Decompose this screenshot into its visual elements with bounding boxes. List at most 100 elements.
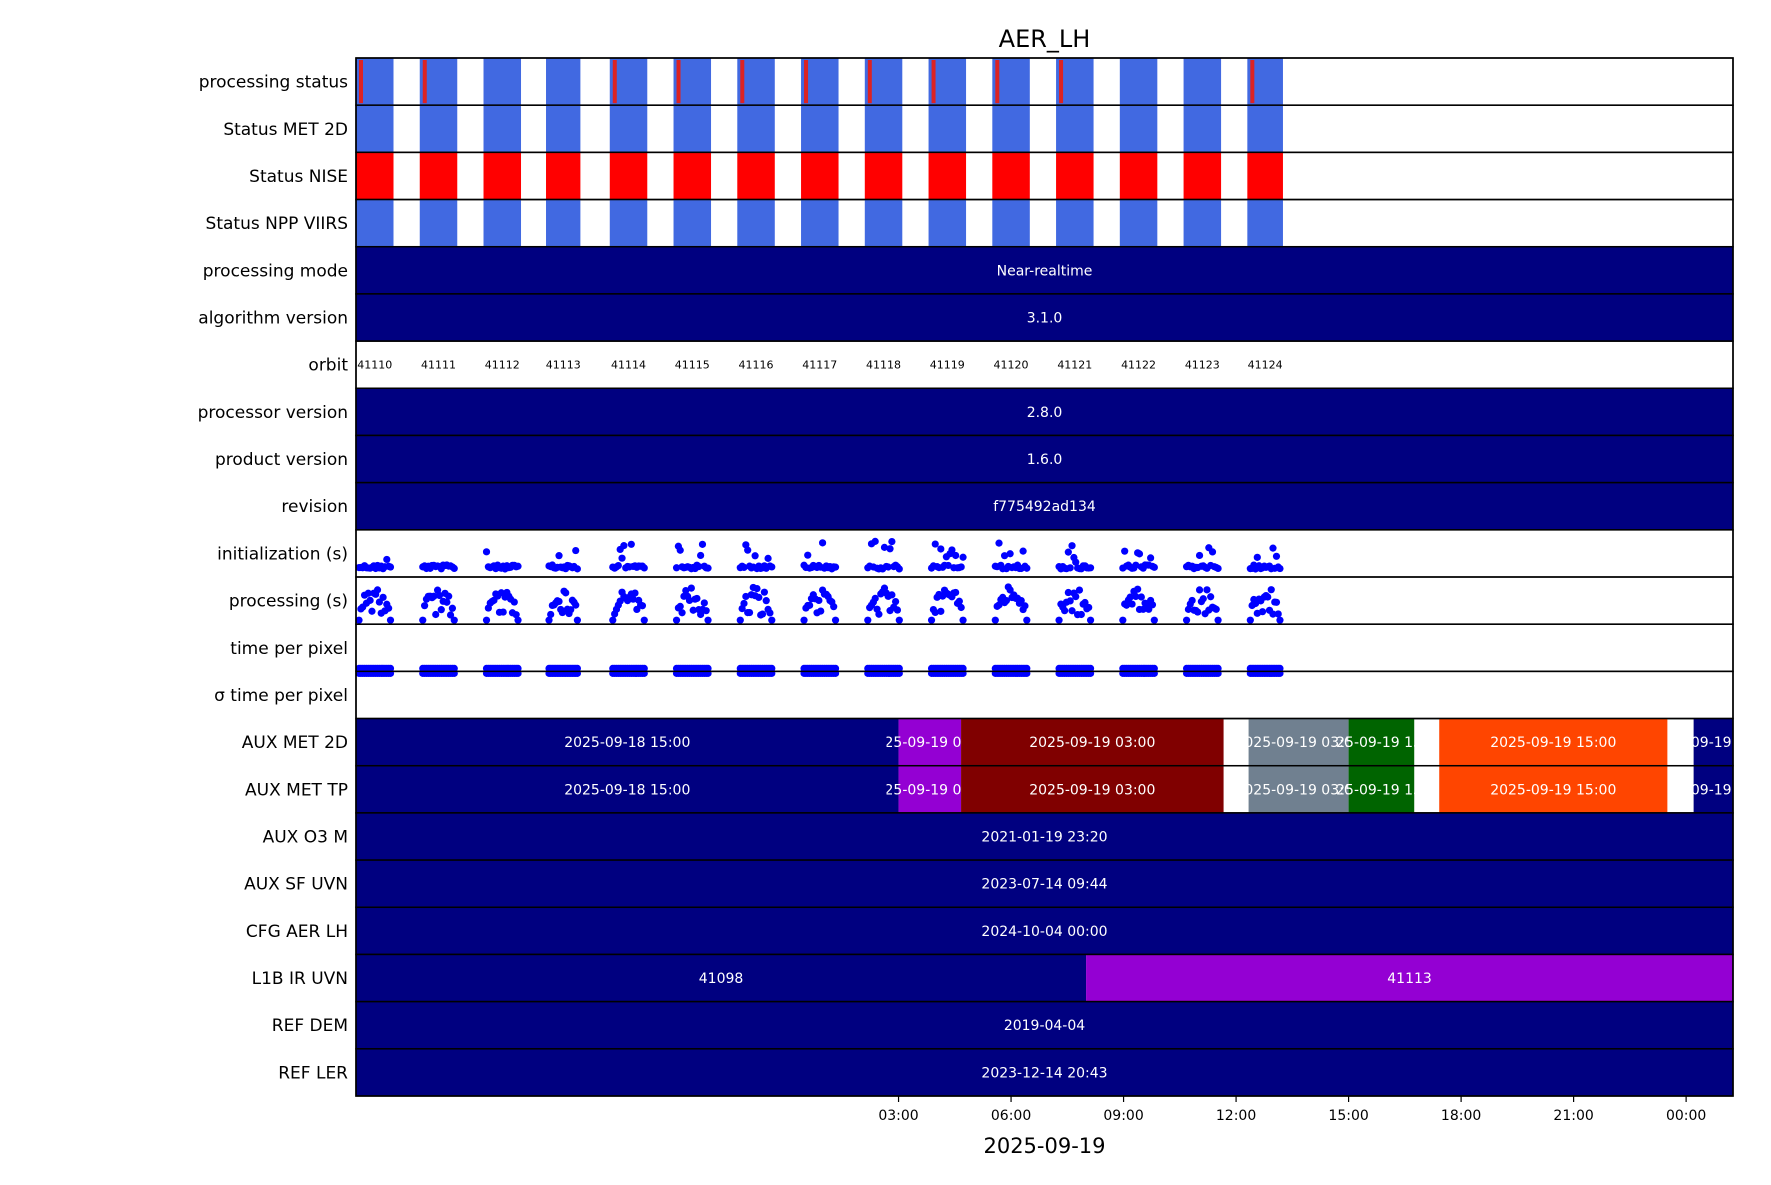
- data-point: [831, 563, 840, 571]
- status-bar: [928, 105, 967, 153]
- data-point: [1267, 586, 1275, 594]
- data-point: [891, 597, 900, 606]
- segment-bar: [1348, 718, 1415, 766]
- status-bar: [483, 58, 522, 106]
- row-label: L1B IR UVN: [252, 969, 348, 989]
- data-point: [609, 616, 617, 624]
- segment-label: 2021-01-19 23:20: [981, 830, 1107, 846]
- orbit-label: 41124: [1248, 359, 1283, 372]
- data-point: [1023, 564, 1031, 572]
- segment-label: 3.1.0: [1027, 311, 1063, 327]
- data-point: [804, 551, 812, 559]
- data-point: [927, 616, 936, 624]
- data-point: [614, 561, 622, 570]
- data-point: [1135, 550, 1144, 558]
- data-point: [1272, 598, 1281, 606]
- data-point: [1150, 616, 1158, 624]
- data-point: [1085, 603, 1093, 612]
- data-point: [640, 616, 648, 624]
- data-point: [751, 552, 759, 560]
- segment-label: 2.8.0: [1027, 405, 1063, 421]
- data-point: [991, 616, 999, 624]
- row-label: AUX SF UVN: [244, 875, 348, 895]
- status-bar: [1247, 199, 1283, 247]
- row-label: revision: [281, 497, 348, 517]
- data-point: [884, 563, 892, 571]
- data-point: [379, 593, 387, 601]
- segment-label: Near-realtime: [997, 263, 1093, 279]
- data-point: [386, 616, 395, 624]
- orbit-label: 41111: [421, 359, 456, 372]
- data-point: [618, 554, 626, 562]
- segment-label: 2025-09-19 15:00: [1318, 735, 1444, 751]
- data-point: [888, 591, 896, 599]
- status-bar: [864, 105, 903, 153]
- data-point: [421, 602, 429, 610]
- segment-label: 41098: [699, 971, 744, 987]
- status-bar: [1056, 199, 1094, 247]
- data-point: [959, 616, 967, 624]
- data-point: [697, 551, 705, 560]
- data-point: [1137, 593, 1145, 601]
- status-bar: [1183, 105, 1222, 153]
- data-point: [678, 609, 686, 617]
- data-point: [871, 537, 879, 545]
- data-point: [1081, 598, 1089, 607]
- data-point: [957, 563, 965, 571]
- row-label: processor version: [198, 403, 348, 423]
- data-point: [638, 602, 647, 610]
- data-point: [768, 616, 776, 624]
- segment-bar: [356, 860, 1733, 908]
- data-point: [1072, 558, 1080, 566]
- data-point: [1148, 601, 1157, 609]
- data-point: [740, 563, 748, 571]
- orbit-label: 41122: [1121, 359, 1156, 372]
- x-tick-label: 00:00: [1666, 1108, 1706, 1124]
- segment-bar: [356, 435, 1733, 483]
- data-point: [944, 561, 952, 570]
- data-point: [1132, 592, 1140, 601]
- data-point: [702, 607, 710, 615]
- chart-title: AER_LH: [999, 25, 1091, 53]
- orbit-label: 41113: [546, 359, 581, 372]
- status-bar: [801, 199, 839, 247]
- row-frame: [355, 576, 1734, 625]
- x-tick-label: 03:00: [878, 1108, 918, 1124]
- status-bar: [1247, 105, 1283, 153]
- status-bar: [801, 152, 839, 200]
- data-point: [1086, 564, 1095, 572]
- data-point: [736, 616, 744, 624]
- data-point: [1258, 608, 1267, 616]
- data-point: [685, 596, 694, 605]
- data-point: [880, 543, 889, 551]
- data-point: [1199, 595, 1207, 603]
- segment-label: 1.6.0: [1027, 452, 1063, 468]
- status-bar: [356, 105, 394, 153]
- data-point: [364, 589, 372, 597]
- data-point: [1182, 616, 1191, 624]
- data-point: [895, 616, 903, 624]
- data-point: [446, 611, 455, 619]
- data-point: [448, 604, 457, 612]
- orbit-label: 41117: [802, 359, 837, 372]
- status-bar: [992, 152, 1030, 200]
- data-point: [1023, 616, 1031, 624]
- row-label: CFG AER LH: [246, 922, 348, 942]
- status-bar: [992, 105, 1030, 153]
- segment-label: 2023-07-14 09:44: [981, 877, 1107, 893]
- segment-bar: [1248, 718, 1349, 766]
- status-mark: [1250, 60, 1255, 104]
- segment-label: 2025-09-18 15:00: [564, 782, 690, 798]
- data-point: [740, 599, 748, 608]
- status-bar: [1183, 199, 1222, 247]
- data-point: [355, 616, 363, 624]
- status-mark: [612, 60, 617, 104]
- data-point: [1188, 596, 1196, 605]
- data-point: [1077, 610, 1085, 619]
- status-mark: [676, 60, 681, 104]
- data-point: [755, 593, 763, 601]
- row-frame: [355, 623, 1734, 673]
- segment-bar: [356, 812, 1733, 861]
- data-point: [1272, 552, 1281, 560]
